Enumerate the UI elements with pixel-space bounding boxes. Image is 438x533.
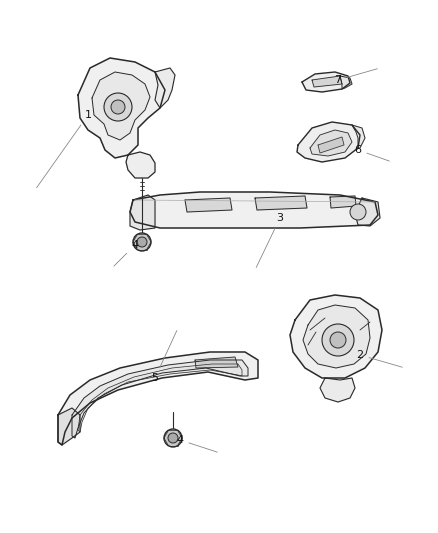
Polygon shape: [126, 152, 155, 178]
Polygon shape: [310, 130, 352, 156]
Polygon shape: [352, 125, 365, 148]
Circle shape: [137, 237, 147, 247]
Circle shape: [168, 433, 178, 443]
Text: 4: 4: [114, 240, 138, 266]
Circle shape: [133, 233, 151, 251]
Polygon shape: [318, 137, 344, 153]
Circle shape: [350, 204, 366, 220]
Circle shape: [164, 429, 182, 447]
Text: 3: 3: [256, 213, 283, 268]
Polygon shape: [255, 196, 307, 210]
Text: 7: 7: [335, 69, 377, 85]
Polygon shape: [155, 68, 175, 108]
Polygon shape: [355, 198, 380, 226]
Polygon shape: [290, 295, 382, 378]
Text: 4: 4: [177, 435, 217, 452]
Circle shape: [322, 324, 354, 356]
Circle shape: [111, 100, 125, 114]
Text: 6: 6: [354, 145, 389, 161]
Polygon shape: [58, 352, 258, 445]
Polygon shape: [330, 196, 356, 208]
Circle shape: [330, 332, 346, 348]
Polygon shape: [297, 122, 360, 162]
Polygon shape: [78, 58, 165, 158]
Polygon shape: [92, 72, 150, 140]
Polygon shape: [58, 408, 80, 445]
Polygon shape: [320, 378, 355, 402]
Polygon shape: [72, 360, 248, 438]
Text: 2: 2: [357, 350, 403, 367]
Polygon shape: [130, 192, 378, 228]
Text: 5: 5: [152, 330, 177, 383]
Polygon shape: [312, 76, 342, 87]
Circle shape: [104, 93, 132, 121]
Polygon shape: [185, 198, 232, 212]
Polygon shape: [130, 195, 155, 230]
Polygon shape: [78, 364, 242, 432]
Polygon shape: [340, 76, 352, 89]
Polygon shape: [302, 72, 350, 92]
Polygon shape: [195, 357, 238, 368]
Text: 1: 1: [37, 110, 92, 188]
Polygon shape: [303, 305, 370, 368]
